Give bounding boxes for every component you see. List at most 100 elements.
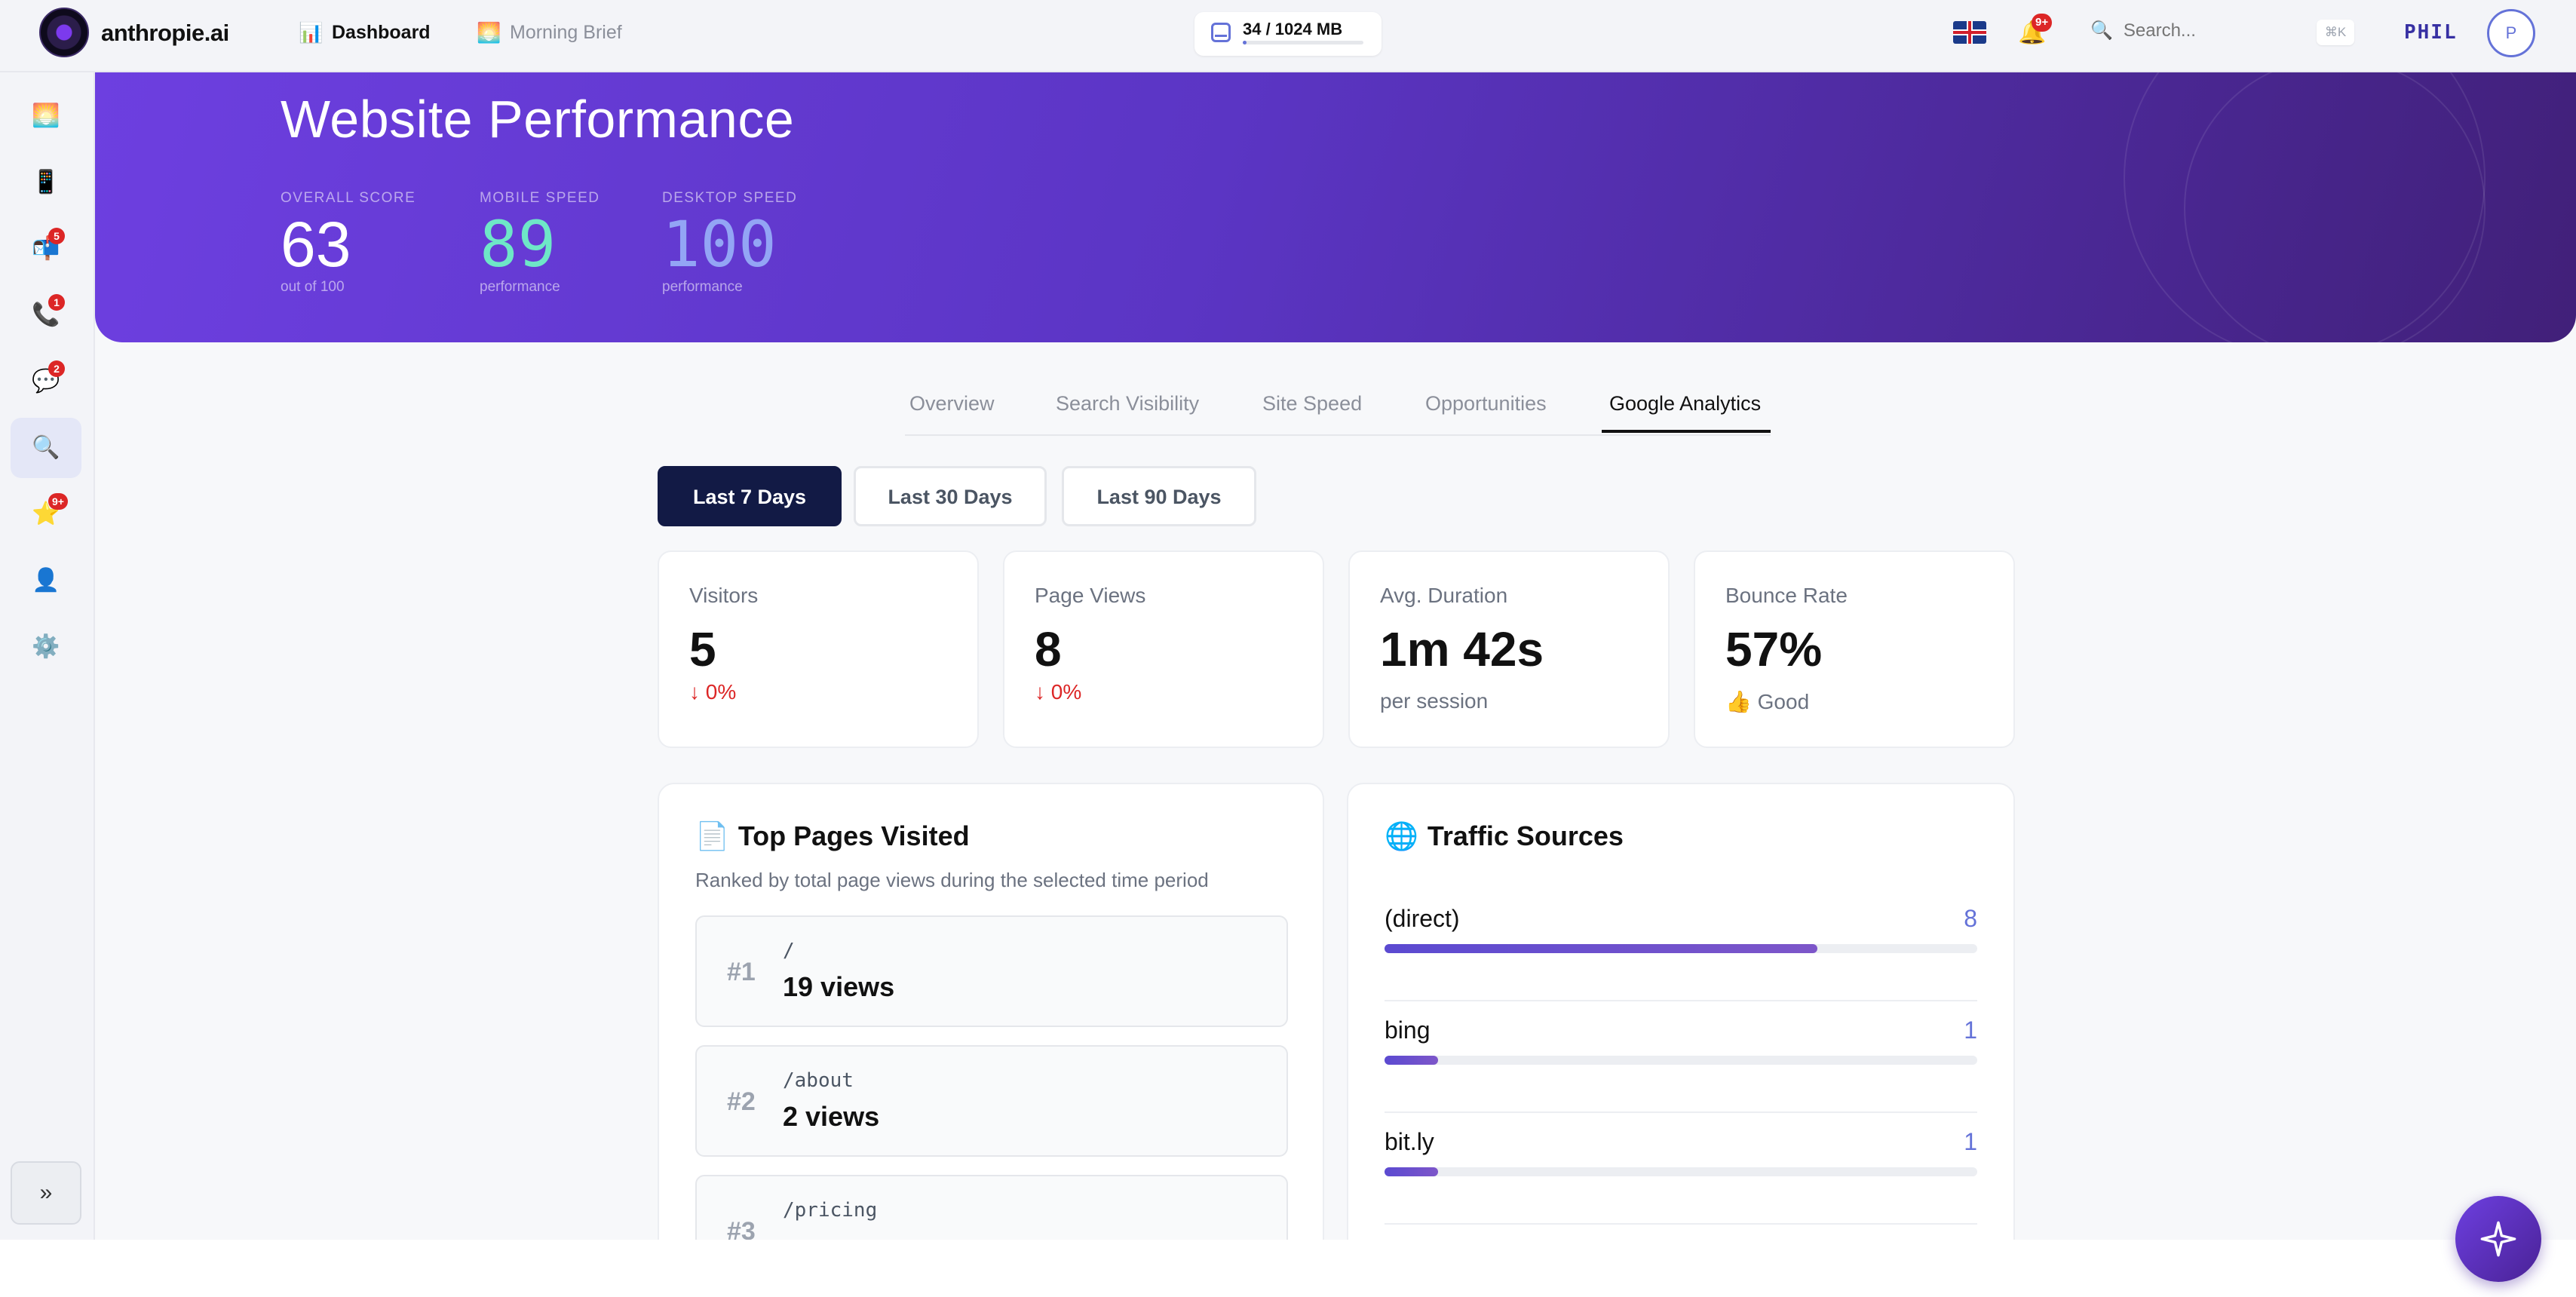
visitors-card: Visitors 5 ↓ 0% (658, 550, 979, 748)
range-30-days-button[interactable]: Last 30 Days (854, 466, 1047, 526)
sidebar-item-messages[interactable]: 💬 2 (11, 351, 81, 412)
metric-value: 5 (689, 622, 716, 676)
gear-icon: ⚙️ (32, 634, 60, 659)
sidebar-item-mobile[interactable]: 📱 (11, 152, 81, 213)
decorative-circle (2184, 72, 2486, 342)
source-count: 8 (1964, 905, 1977, 932)
source-name: bing (1385, 1016, 1431, 1044)
stat-value: 63 (281, 209, 351, 280)
traffic-source-row: (direct) 8 (1385, 890, 1977, 1001)
sidebar-item-reviews[interactable]: ⭐ 9+ (11, 484, 81, 544)
tab-search-visibility[interactable]: Search Visibility (1056, 392, 1200, 415)
notifications-badge: 9+ (2032, 14, 2053, 32)
sunrise-icon: 🌅 (477, 21, 501, 44)
search-box[interactable]: 🔍 (2090, 20, 2362, 41)
sidebar-item-settings[interactable]: ⚙️ (11, 617, 81, 677)
source-count: 1 (1964, 1128, 1977, 1155)
top-pages-panel: 📄 Top Pages Visited Ranked by total page… (658, 783, 1324, 1297)
list-item[interactable]: #1 / 19 views (695, 915, 1288, 1027)
source-bar (1385, 1167, 1977, 1176)
metric-note: per session (1380, 689, 1489, 713)
stat-value: 100 (662, 207, 777, 281)
notifications-button[interactable]: 🔔 9+ (2018, 14, 2053, 46)
metric-label: Visitors (689, 584, 759, 607)
range-90-days-button[interactable]: Last 90 Days (1062, 466, 1256, 526)
mobile-icon: 📱 (32, 170, 60, 195)
tab-opportunities[interactable]: Opportunities (1425, 392, 1547, 415)
metric-change: ↓ 0% (689, 680, 737, 704)
source-count: 1 (1964, 1016, 1977, 1044)
list-item[interactable]: #2 /about 2 views (695, 1045, 1288, 1157)
page-views-card: Page Views 8 ↓ 0% (1003, 550, 1324, 748)
traffic-sources-title-text: Traffic Sources (1427, 820, 1624, 851)
tab-google-analytics[interactable]: Google Analytics (1609, 392, 1762, 415)
metric-label: Bounce Rate (1725, 584, 1848, 607)
user-icon: 👤 (32, 568, 60, 593)
bounce-rate-card: Bounce Rate 57% 👍 Good (1694, 550, 2015, 748)
page-views: 2 views (783, 1101, 880, 1132)
page-title: Website Performance (281, 90, 795, 149)
page-rank: #2 (727, 1087, 756, 1116)
tab-site-speed[interactable]: Site Speed (1262, 392, 1363, 415)
top-pages-subtitle: Ranked by total page views during the se… (695, 869, 1209, 891)
uk-flag-icon[interactable] (1953, 21, 1986, 44)
stat-value: 89 (480, 207, 557, 281)
top-bar: anthropie.ai 📊 Dashboard 🌅 Morning Brief… (0, 0, 2576, 72)
sidebar-item-morning-brief[interactable]: 🌅 (11, 86, 81, 146)
stat-sub: performance (480, 279, 560, 295)
source-bar (1385, 1056, 1977, 1065)
traffic-sources-panel: 🌐 Traffic Sources (direct) 8 bing 1 bit.… (1347, 783, 2015, 1297)
traffic-sources-title: 🌐 Traffic Sources (1385, 820, 1624, 852)
stat-label: DESKTOP SPEED (662, 190, 798, 206)
bar-chart-icon: 📊 (299, 21, 324, 44)
metric-value: 1m 42s (1380, 622, 1544, 676)
nav-dashboard[interactable]: 📊 Dashboard (299, 21, 431, 44)
user-name[interactable]: PHIL (2404, 21, 2458, 44)
sidebar-item-inbox[interactable]: 📬 5 (11, 219, 81, 279)
range-7-days-button[interactable]: Last 7 Days (658, 466, 842, 526)
metric-value: 57% (1725, 622, 1823, 676)
desktop-speed-stat: DESKTOP SPEED 100 performance (662, 190, 797, 296)
top-pages-title-text: Top Pages Visited (738, 820, 970, 851)
avatar[interactable]: P (2487, 9, 2535, 57)
source-bar-fill (1385, 944, 1817, 953)
brand-name[interactable]: anthropie.ai (101, 20, 229, 46)
search-input[interactable] (2123, 20, 2274, 41)
nav-morning-brief[interactable]: 🌅 Morning Brief (477, 21, 622, 44)
sidebar-item-contacts[interactable]: 👤 (11, 550, 81, 611)
page-path: /about (783, 1069, 854, 1092)
page-views: 19 views (783, 971, 895, 1002)
memory-usage[interactable]: 34 / 1024 MB (1194, 12, 1382, 56)
sparkle-icon (2480, 1221, 2516, 1257)
metric-change: ↓ 0% (1035, 680, 1082, 704)
search-shortcut: ⌘K (2317, 20, 2354, 45)
source-bar (1385, 944, 1977, 953)
page-rank: #1 (727, 958, 756, 986)
nav-morning-brief-label: Morning Brief (510, 22, 622, 43)
nav-dashboard-label: Dashboard (332, 22, 431, 43)
stat-label: OVERALL SCORE (281, 190, 416, 206)
tab-overview[interactable]: Overview (909, 392, 995, 415)
avg-duration-card: Avg. Duration 1m 42s per session (1348, 550, 1670, 748)
sidebar-item-calls[interactable]: 📞 1 (11, 285, 81, 345)
sidebar: 🌅 📱 📬 5 📞 1 💬 2 🔍 ⭐ 9+ 👤 ⚙️ » (0, 72, 95, 1240)
reviews-badge: 9+ (48, 493, 68, 510)
page-path: / (783, 940, 795, 962)
calls-badge: 1 (48, 294, 65, 311)
sidebar-item-seo[interactable]: 🔍 (11, 418, 81, 478)
stat-label: MOBILE SPEED (480, 190, 600, 206)
metric-label: Avg. Duration (1380, 584, 1508, 607)
source-bar-fill (1385, 1167, 1438, 1176)
metric-value: 8 (1035, 622, 1062, 676)
top-pages-title: 📄 Top Pages Visited (695, 820, 970, 852)
logo-icon[interactable] (39, 8, 89, 57)
ai-assistant-button[interactable] (2455, 1196, 2541, 1282)
traffic-source-row: bing 1 (1385, 1001, 1977, 1113)
page-path: /pricing (783, 1199, 878, 1222)
source-name: (direct) (1385, 905, 1460, 932)
memory-usage-fill (1243, 41, 1247, 44)
tab-bar: Overview Search Visibility Site Speed Op… (905, 380, 1771, 436)
sidebar-expand-button[interactable]: » (11, 1161, 81, 1225)
search-icon: 🔍 (2090, 20, 2113, 41)
search-icon: 🔍 (32, 435, 60, 460)
